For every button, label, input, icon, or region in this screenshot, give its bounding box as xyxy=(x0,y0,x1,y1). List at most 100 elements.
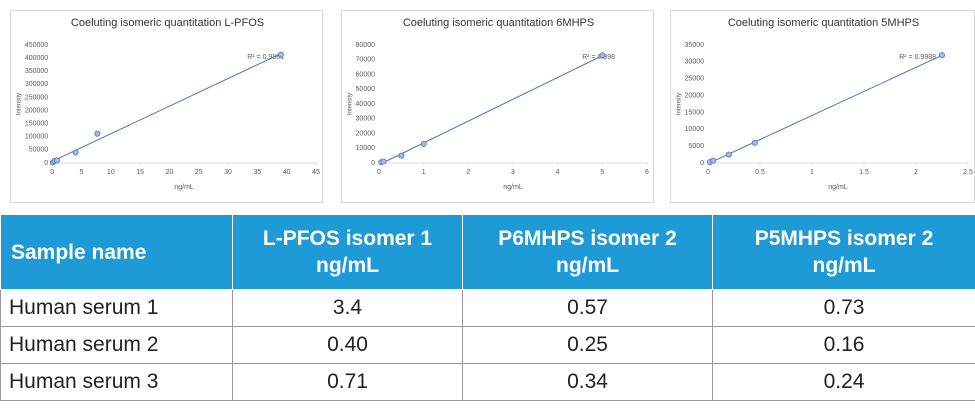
cell: 0.71 xyxy=(232,363,463,401)
y-axis-label: Intensity xyxy=(677,93,683,115)
y-tick-label: 50000 xyxy=(29,147,49,154)
y-tick-label: 15000 xyxy=(685,109,705,116)
x-tick-label: 1.5 xyxy=(859,169,869,176)
point xyxy=(938,52,945,59)
r-squared: R² = 0.998 xyxy=(582,54,615,61)
y-tick-label: 5000 xyxy=(688,143,704,150)
chart: Coeluting isomeric quantitation 6MHPS ng/… xyxy=(341,10,654,203)
x-tick-label: 15 xyxy=(136,169,144,176)
point xyxy=(72,149,79,156)
y-tick-label: 20000 xyxy=(356,130,376,137)
cell: Human serum 2 xyxy=(0,326,233,364)
point xyxy=(94,130,101,137)
x-tick-label: 0 xyxy=(377,169,381,176)
chart: Coeluting isomeric quantitation 5MHPS ng/… xyxy=(670,10,975,203)
r-squared: R² = 0.9961 xyxy=(247,54,284,61)
x-tick-label: 40 xyxy=(283,169,291,176)
point xyxy=(725,151,732,158)
x-tick-label: 6 xyxy=(645,169,649,176)
y-tick-label: 80000 xyxy=(356,42,376,49)
y-tick-label: 35000 xyxy=(685,42,705,49)
y-axis-label: Intensity xyxy=(348,93,354,115)
chart-title: Coeluting isomeric quantitation 5MHPS xyxy=(728,17,919,29)
row: Human serum 1 3.4 0.57 0.73 xyxy=(0,289,975,327)
y-tick-label: 300000 xyxy=(25,81,48,88)
y-tick-label: 450000 xyxy=(25,42,48,49)
y-tick-label: 350000 xyxy=(25,68,48,75)
y-tick-label: 40000 xyxy=(356,101,376,108)
cell: 0.25 xyxy=(462,326,713,364)
cell: 0.73 xyxy=(712,289,975,327)
y-tick-label: 70000 xyxy=(356,57,376,64)
header-cell: L-PFOS isomer 1 ng/mL xyxy=(232,214,463,290)
x-tick-label: 1 xyxy=(810,169,814,176)
y-tick-label: 30000 xyxy=(356,116,376,123)
cell: 0.40 xyxy=(232,326,463,364)
y-tick-label: 30000 xyxy=(685,59,705,66)
x-tick-label: 10 xyxy=(107,169,115,176)
trendline xyxy=(381,55,603,165)
y-tick-label: 0 xyxy=(44,160,48,167)
x-tick-label: 25 xyxy=(195,169,203,176)
y-tick-label: 400000 xyxy=(25,55,48,62)
cell: 0.34 xyxy=(462,363,713,401)
trendline xyxy=(709,54,943,164)
x-tick-label: 0 xyxy=(50,169,54,176)
row: Human serum 2 0.40 0.25 0.16 xyxy=(0,326,975,364)
r-squared: R² = 0.9988 xyxy=(899,54,936,61)
x-tick-label: 0.5 xyxy=(755,169,765,176)
chart-title: Coeluting isomeric quantitation 6MHPS xyxy=(403,17,594,29)
header-row: Sample name L-PFOS isomer 1 ng/mL P6MHPS i… xyxy=(0,214,975,290)
chart-title: Coeluting isomeric quantitation L-PFOS xyxy=(71,17,264,29)
point xyxy=(599,52,606,59)
x-tick-label: 5 xyxy=(80,169,84,176)
point xyxy=(398,152,405,159)
y-tick-label: 10000 xyxy=(356,145,376,152)
y-tick-label: 60000 xyxy=(356,71,376,78)
x-axis-label: ng/mL xyxy=(503,184,523,191)
y-tick-label: 250000 xyxy=(25,94,48,101)
point xyxy=(380,158,387,165)
results-table: Sample name L-PFOS isomer 1 ng/mL P6MHPS i… xyxy=(0,214,975,401)
x-tick-label: 20 xyxy=(166,169,174,176)
y-tick-label: 150000 xyxy=(25,121,48,128)
y-tick-label: 100000 xyxy=(25,134,48,141)
point xyxy=(277,51,284,58)
point xyxy=(710,157,717,164)
header-cell: Sample name xyxy=(0,214,233,290)
chart: Coeluting isomeric quantitation L-PFOS ng… xyxy=(10,10,323,203)
x-tick-label: 2 xyxy=(914,169,918,176)
x-tick-label: 2 xyxy=(466,169,470,176)
x-tick-label: 35 xyxy=(253,169,261,176)
x-tick-label: 5 xyxy=(600,169,604,176)
table-body: Human serum 1 3.4 0.57 0.73 Human serum 2 0.4… xyxy=(0,289,975,401)
y-tick-label: 10000 xyxy=(685,126,705,133)
x-axis-label: ng/mL xyxy=(174,184,194,191)
point xyxy=(751,139,758,146)
cell: 0.57 xyxy=(462,289,713,327)
x-tick-label: 45 xyxy=(312,169,320,176)
row: Human serum 3 0.71 0.34 0.24 xyxy=(0,363,975,401)
y-axis-label: Intensity xyxy=(17,93,23,115)
y-tick-label: 25000 xyxy=(685,76,705,83)
header-cell: P6MHPS isomer 2 ng/mL xyxy=(462,214,713,290)
cell: Human serum 3 xyxy=(0,363,233,401)
x-tick-label: 2.5 xyxy=(963,169,973,176)
x-tick-label: 4 xyxy=(556,169,560,176)
y-tick-label: 0 xyxy=(700,160,704,167)
cell: Human serum 1 xyxy=(0,289,233,327)
cell: 0.24 xyxy=(712,363,975,401)
cell: 0.16 xyxy=(712,326,975,364)
y-tick-label: 0 xyxy=(371,160,375,167)
cell: 3.4 xyxy=(232,289,463,327)
x-tick-label: 30 xyxy=(224,169,232,176)
trendline xyxy=(52,53,282,162)
header-cell: P5MHPS isomer 2 ng/mL xyxy=(712,214,975,290)
y-tick-label: 20000 xyxy=(685,92,705,99)
x-tick-label: 0 xyxy=(706,169,710,176)
point xyxy=(420,140,427,147)
x-tick-label: 3 xyxy=(511,169,515,176)
y-tick-label: 50000 xyxy=(356,86,376,93)
point xyxy=(53,157,60,164)
